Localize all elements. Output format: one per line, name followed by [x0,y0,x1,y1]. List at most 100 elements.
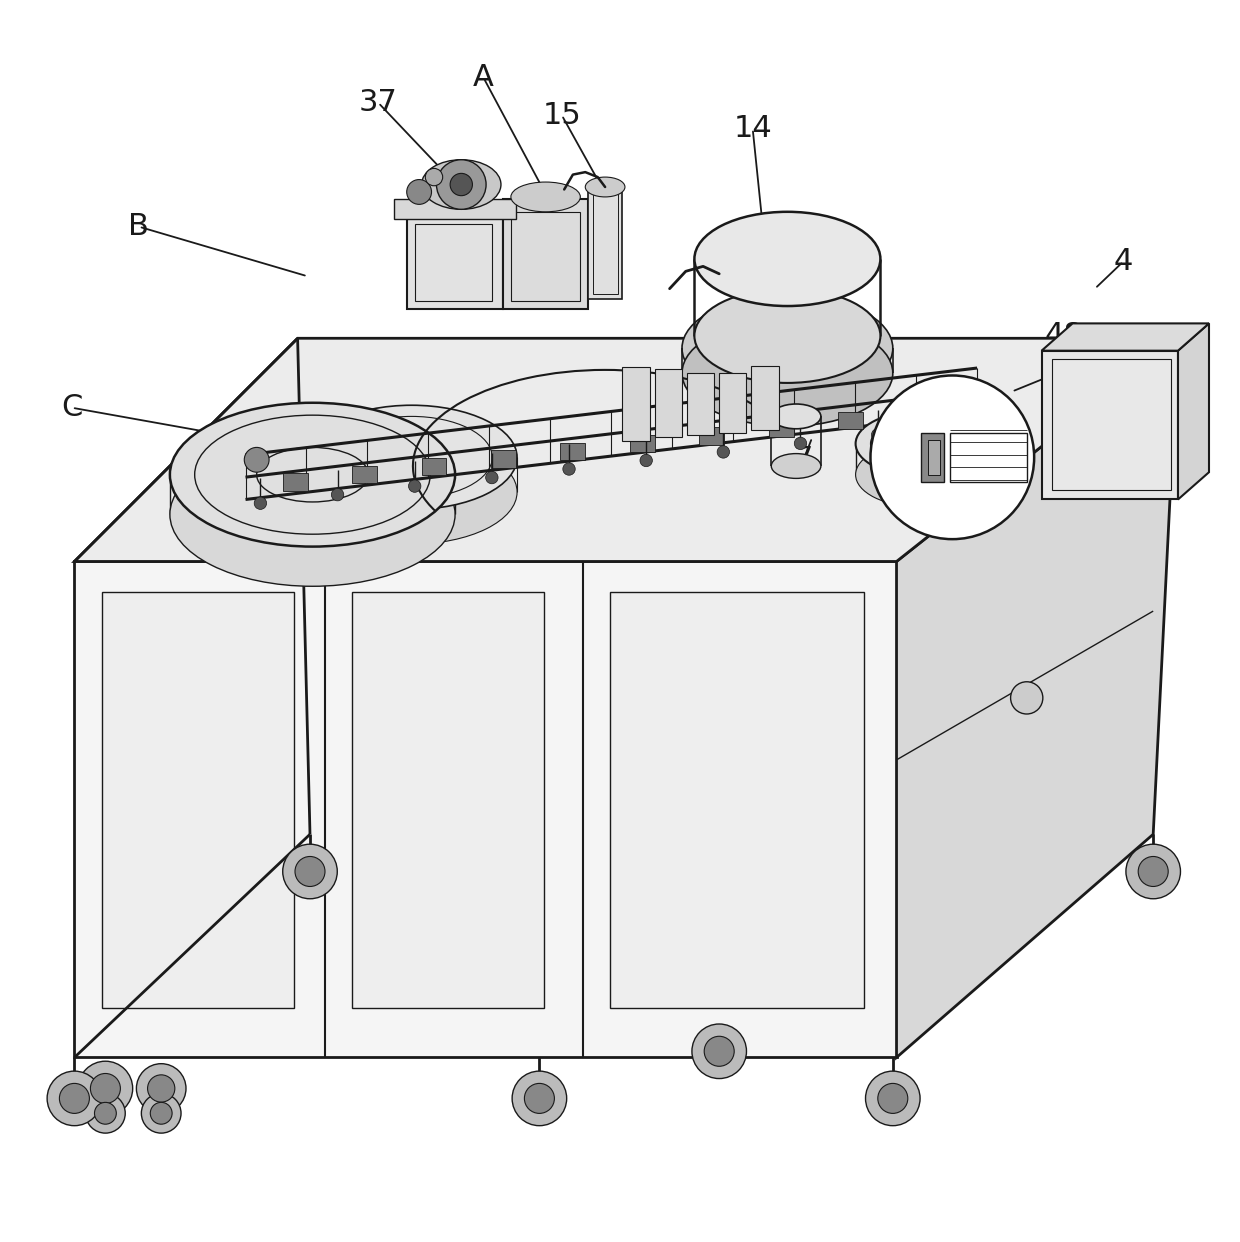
Bar [593,195,618,293]
Polygon shape [897,338,1178,1057]
Bar [1052,359,1171,489]
Circle shape [331,488,343,501]
Circle shape [872,428,884,441]
Bar [394,200,516,220]
Circle shape [436,160,486,210]
Polygon shape [1042,323,1209,350]
Ellipse shape [682,294,893,401]
Circle shape [408,479,420,492]
Circle shape [795,437,807,450]
Bar [352,466,377,483]
Bar [560,442,585,460]
Bar [503,200,588,308]
Circle shape [283,845,337,899]
Circle shape [1126,845,1180,899]
Text: D: D [981,473,1003,503]
Text: 6: 6 [986,400,1006,428]
Circle shape [704,1036,734,1067]
Polygon shape [1042,350,1178,499]
Text: 48: 48 [1044,322,1084,350]
Circle shape [47,1071,102,1125]
Bar [655,369,682,437]
Circle shape [866,1071,920,1125]
Ellipse shape [170,402,455,546]
Bar [283,473,308,491]
Bar [908,404,932,421]
Bar [751,365,779,430]
Circle shape [878,1083,908,1113]
Bar [719,373,746,432]
Ellipse shape [694,212,880,306]
Ellipse shape [170,442,455,586]
Text: C: C [61,394,83,422]
Bar [687,373,714,435]
Ellipse shape [856,442,985,507]
Circle shape [1011,682,1043,714]
Ellipse shape [306,440,517,544]
Bar [622,366,650,441]
Polygon shape [74,338,1178,561]
Ellipse shape [306,405,517,509]
Text: 14: 14 [733,114,773,143]
Circle shape [486,472,498,484]
Circle shape [136,1063,186,1113]
Bar [407,216,503,308]
Text: 37: 37 [358,88,398,117]
Circle shape [525,1083,554,1113]
Circle shape [870,375,1034,539]
Circle shape [148,1074,175,1102]
Text: B: B [129,212,149,241]
Bar [352,592,544,1007]
Ellipse shape [694,288,880,383]
Circle shape [94,1103,117,1124]
Bar [610,592,864,1007]
Ellipse shape [856,411,985,476]
Bar [630,435,655,452]
Circle shape [60,1083,89,1113]
Ellipse shape [771,404,821,428]
Circle shape [640,455,652,467]
Circle shape [407,180,432,205]
Text: 7: 7 [794,446,813,474]
Bar [928,440,940,474]
Circle shape [512,1071,567,1125]
Ellipse shape [511,183,580,212]
Circle shape [78,1061,133,1115]
Bar [422,458,446,476]
Bar [769,420,794,437]
Circle shape [244,447,269,472]
Circle shape [450,174,472,196]
Text: 5: 5 [1042,361,1061,390]
Circle shape [295,857,325,887]
Ellipse shape [422,160,501,210]
Ellipse shape [585,178,625,197]
Circle shape [150,1103,172,1124]
Circle shape [1138,857,1168,887]
Bar [511,212,580,301]
Bar [921,432,944,482]
Circle shape [563,463,575,476]
Circle shape [91,1073,120,1103]
Text: A: A [474,63,494,92]
Polygon shape [1178,323,1209,499]
Text: 4: 4 [1114,247,1133,276]
Circle shape [141,1093,181,1133]
Bar [699,427,724,445]
Circle shape [254,497,267,509]
Circle shape [717,446,729,458]
Circle shape [931,435,954,457]
Circle shape [86,1093,125,1133]
Circle shape [949,420,961,432]
Bar [588,190,622,298]
Bar [415,225,492,301]
Bar [950,432,1027,482]
Ellipse shape [771,453,821,478]
Bar [838,412,863,430]
Text: 15: 15 [542,101,582,129]
Circle shape [692,1023,746,1078]
Polygon shape [74,561,897,1057]
Bar [102,592,294,1007]
Circle shape [425,169,443,186]
Bar [491,451,516,467]
Ellipse shape [682,319,893,426]
